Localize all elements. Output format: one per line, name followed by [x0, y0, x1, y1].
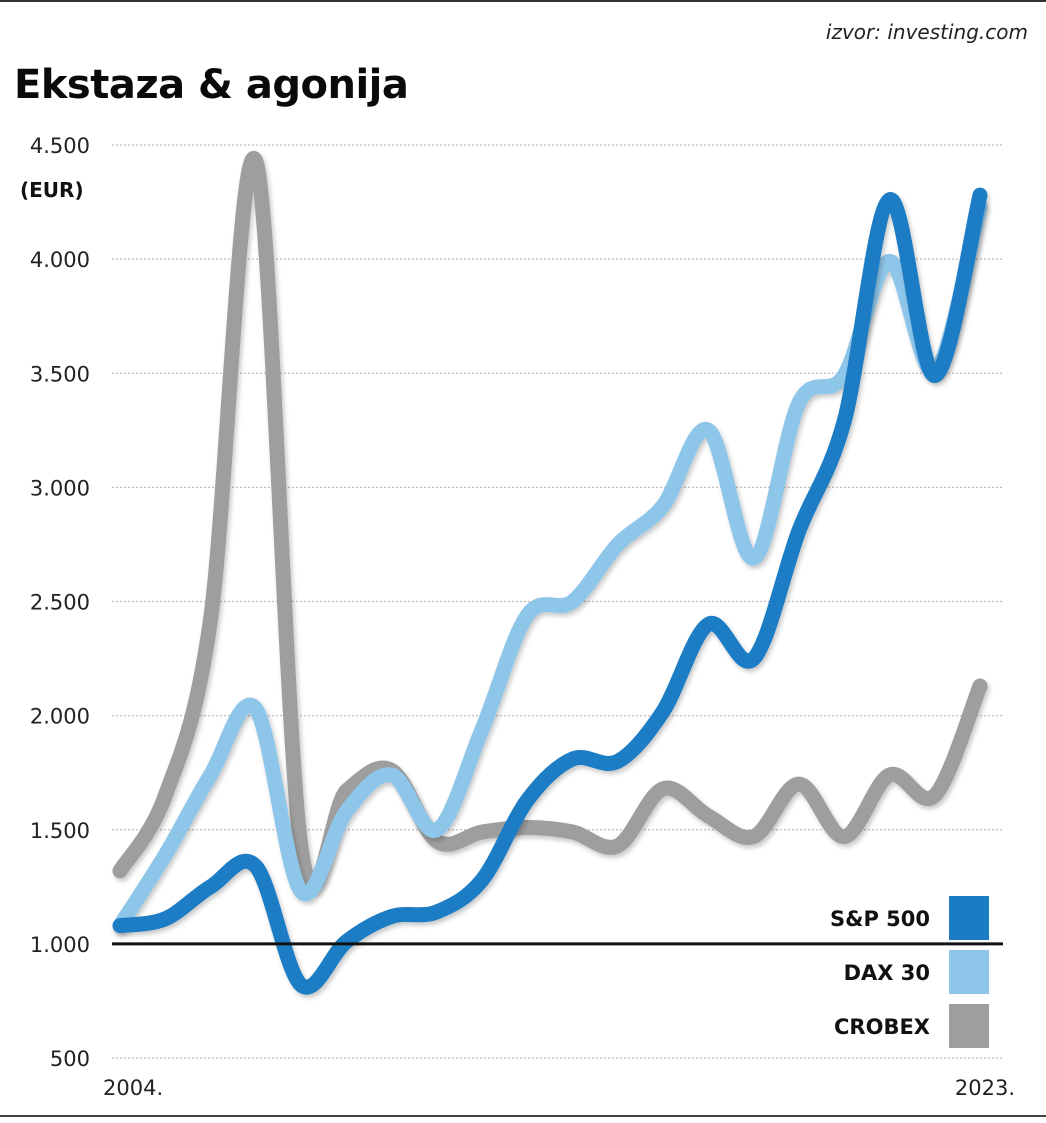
- legend-label-dax-30: DAX 30: [844, 961, 930, 985]
- x-tick-label: 2004.: [103, 1076, 163, 1100]
- series-line-crobex: [112, 150, 988, 893]
- legend-swatch-s-p-500: [949, 896, 989, 940]
- y-axis-unit-label: (EUR): [20, 178, 84, 202]
- series-lines: [112, 150, 988, 995]
- y-tick-label: 3.000: [30, 476, 90, 500]
- chart-title: Ekstaza & agonija: [14, 62, 409, 108]
- legend-swatch-dax-30: [949, 950, 989, 994]
- y-tick-label: 4.500: [30, 134, 90, 158]
- top-rule: [0, 0, 1046, 2]
- source-note: izvor: investing.com: [825, 20, 1028, 44]
- bottom-rule: [0, 1115, 1046, 1117]
- x-axis-ticks: 2004. 2023.: [103, 1076, 1015, 1100]
- y-tick-label: 2.500: [30, 591, 90, 615]
- series-line-s-p-500: [112, 187, 988, 995]
- legend-label-s-p-500: S&P 500: [830, 907, 930, 931]
- y-axis-ticks: 500 1.000 1.500 2.000 2.500 3.000 3.500 4.000 4.…: [30, 134, 90, 1071]
- y-tick-label: 2.000: [30, 705, 90, 729]
- y-tick-label: 4.000: [30, 248, 90, 272]
- x-tick-label: 2023.: [955, 1076, 1015, 1100]
- y-tick-label: 1.000: [30, 933, 90, 957]
- y-tick-label: 500: [50, 1047, 90, 1071]
- y-tick-label: 3.500: [30, 362, 90, 386]
- series-line-dax-30: [112, 199, 988, 934]
- legend-label-crobex: CROBEX: [834, 1015, 930, 1039]
- legend-swatch-crobex: [949, 1004, 989, 1048]
- y-tick-label: 1.500: [30, 819, 90, 843]
- legend: S&P 500 DAX 30 CROBEX: [830, 896, 989, 1048]
